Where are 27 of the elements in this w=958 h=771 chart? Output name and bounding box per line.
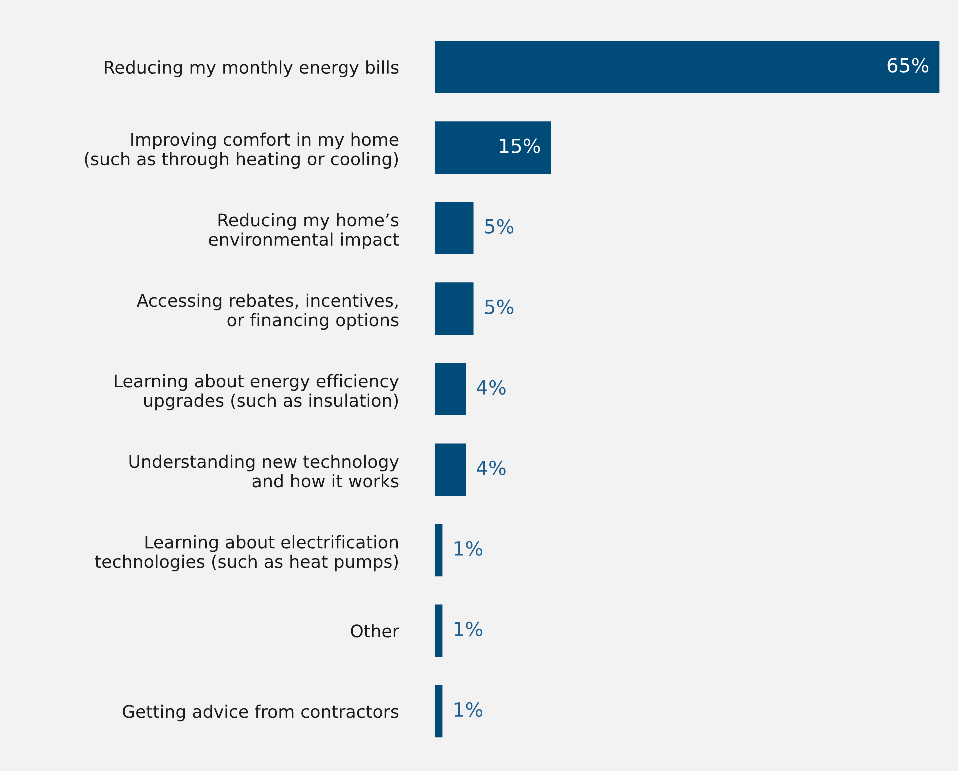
bar — [434, 41, 940, 94]
bar — [434, 524, 443, 577]
y-tick-label: Reducing my monthly energy bills — [105, 60, 399, 78]
bar — [434, 122, 552, 174]
y-tick-label: Improving comfort in my home (such as through heating or cooling) — [85, 132, 399, 170]
data-label: 15% — [500, 138, 540, 154]
bar — [434, 363, 466, 416]
y-tick-label: Accessing rebates, incentives, or financing options — [136, 294, 399, 330]
data-label: 1% — [454, 541, 483, 556]
data-label: 65% — [888, 58, 929, 73]
bar — [434, 604, 443, 658]
y-tick-label: Learning about energy efficiency upgrades (such as insulation) — [115, 374, 399, 411]
data-label: 5% — [485, 219, 514, 234]
data-label: 4% — [477, 460, 506, 476]
data-label: 4% — [477, 380, 506, 395]
bar — [434, 444, 466, 496]
data-label: 5% — [485, 300, 514, 314]
y-tick-label: Other — [351, 624, 400, 638]
y-tick-label: Getting advice from contractors — [123, 704, 399, 722]
y-tick-label: Understanding new technology and how it works — [130, 454, 399, 488]
bar — [434, 282, 474, 335]
y-tick-label: Reducing my home’s environmental impact — [209, 213, 400, 250]
bar — [434, 685, 443, 738]
data-label: 1% — [454, 622, 483, 637]
y-tick-label: Learning about electrification technologies (such as heat pumps) — [95, 535, 398, 572]
data-label: 1% — [454, 702, 483, 718]
bar — [434, 202, 474, 254]
